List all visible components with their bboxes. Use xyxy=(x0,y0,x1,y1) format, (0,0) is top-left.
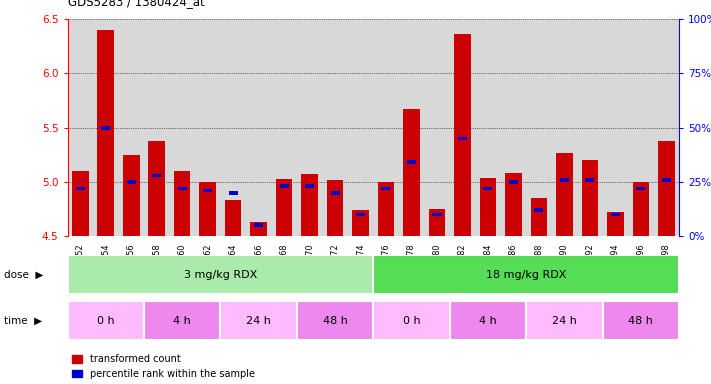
Text: 4 h: 4 h xyxy=(479,316,497,326)
Text: 0 h: 0 h xyxy=(97,316,114,326)
Text: 3 mg/kg RDX: 3 mg/kg RDX xyxy=(183,270,257,280)
Bar xyxy=(279,184,289,188)
Bar xyxy=(378,182,395,236)
Bar xyxy=(68,255,373,294)
Bar xyxy=(611,213,620,216)
Bar xyxy=(331,191,340,195)
Bar xyxy=(603,301,679,340)
Bar xyxy=(76,187,85,190)
Bar xyxy=(382,187,390,190)
Bar xyxy=(530,198,547,236)
Bar xyxy=(636,187,646,190)
Bar xyxy=(556,152,572,236)
Bar xyxy=(203,189,212,192)
Bar xyxy=(560,178,569,182)
Text: 18 mg/kg RDX: 18 mg/kg RDX xyxy=(486,270,567,280)
Bar xyxy=(305,184,314,188)
Bar xyxy=(254,223,263,227)
Bar xyxy=(144,301,220,340)
Bar xyxy=(526,301,603,340)
Bar xyxy=(127,180,136,184)
Bar xyxy=(276,179,292,236)
Bar xyxy=(229,191,237,195)
Bar xyxy=(178,187,187,190)
Bar xyxy=(250,222,267,236)
Bar xyxy=(373,255,679,294)
Bar xyxy=(97,30,114,236)
Text: dose  ▶: dose ▶ xyxy=(4,270,43,280)
Bar xyxy=(454,35,471,236)
Bar xyxy=(327,180,343,236)
Bar xyxy=(101,126,110,129)
Bar xyxy=(582,160,598,236)
Bar xyxy=(403,109,419,236)
Bar xyxy=(297,301,373,340)
Bar xyxy=(199,182,216,236)
Text: 48 h: 48 h xyxy=(629,316,653,326)
Bar xyxy=(149,141,165,236)
Bar xyxy=(658,141,675,236)
Bar xyxy=(432,213,442,216)
Bar xyxy=(480,177,496,236)
Bar xyxy=(152,174,161,177)
Bar xyxy=(301,174,318,236)
Bar xyxy=(585,178,594,182)
Bar xyxy=(607,212,624,236)
Bar xyxy=(123,155,139,236)
Bar xyxy=(225,200,242,236)
Bar xyxy=(449,301,526,340)
Bar xyxy=(429,209,445,236)
Bar xyxy=(68,301,144,340)
Text: 24 h: 24 h xyxy=(246,316,271,326)
Bar xyxy=(458,137,467,141)
Bar xyxy=(174,171,191,236)
Text: 24 h: 24 h xyxy=(552,316,577,326)
Bar xyxy=(407,161,416,164)
Text: time  ▶: time ▶ xyxy=(4,316,42,326)
Text: 48 h: 48 h xyxy=(323,316,348,326)
Bar xyxy=(509,180,518,184)
Legend: transformed count, percentile rank within the sample: transformed count, percentile rank withi… xyxy=(73,354,255,379)
Bar xyxy=(220,301,297,340)
Bar xyxy=(483,187,493,190)
Bar xyxy=(505,173,522,236)
Bar xyxy=(535,208,543,212)
Text: GDS5283 / 1380424_at: GDS5283 / 1380424_at xyxy=(68,0,204,8)
Bar xyxy=(72,171,89,236)
Text: 4 h: 4 h xyxy=(173,316,191,326)
Bar xyxy=(633,182,649,236)
Bar xyxy=(662,178,670,182)
Bar xyxy=(373,301,450,340)
Bar xyxy=(356,213,365,216)
Bar xyxy=(352,210,369,236)
Text: 0 h: 0 h xyxy=(402,316,420,326)
